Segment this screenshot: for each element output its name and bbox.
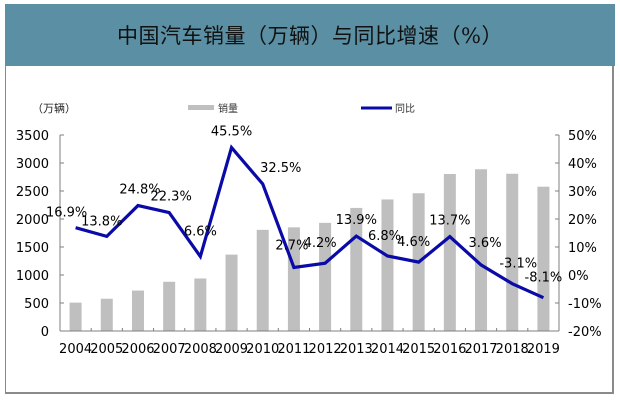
- left-axis-tick-label: 2500: [16, 185, 49, 200]
- bar-2010: [256, 229, 269, 331]
- bar-2012: [319, 222, 332, 331]
- data-label-2011: 2.7%: [275, 238, 308, 253]
- chart-title: 中国汽车销量（万辆）与同比增速（%）: [117, 24, 503, 48]
- legend-bar-label: 销量: [218, 102, 238, 115]
- data-label-2012: 4.2%: [304, 236, 337, 251]
- right-axis-tick-label: 30%: [568, 185, 597, 200]
- x-axis-label-2013: 2013: [340, 342, 373, 357]
- left-axis-unit-label: （万辆）: [32, 101, 76, 115]
- right-axis-tick-label: 40%: [568, 157, 597, 172]
- data-label-2009: 45.5%: [211, 125, 252, 140]
- left-axis-tick-label: 0: [41, 325, 49, 340]
- x-axis-label-2006: 2006: [121, 342, 154, 357]
- right-axis-tick-label: 0%: [568, 269, 589, 284]
- bar-2004: [69, 302, 82, 331]
- chart-header: 中国汽车销量（万辆）与同比增速（%）: [5, 4, 615, 66]
- growth-line: [75, 144, 545, 300]
- bar-2008: [194, 278, 207, 331]
- left-axis-tick-label: 1000: [16, 269, 49, 284]
- left-axis-tick-label: 500: [24, 297, 49, 312]
- right-axis-tick-label: 50%: [568, 129, 597, 144]
- bar-2009: [225, 254, 238, 331]
- x-axis-label-2005: 2005: [90, 342, 123, 357]
- data-label-2019: -8.1%: [525, 271, 563, 286]
- right-axis-tick-label: -20%: [568, 325, 602, 340]
- x-axis-label-2011: 2011: [277, 342, 310, 357]
- left-axis-tick-label: 2000: [16, 213, 49, 228]
- bar-2011: [287, 227, 300, 331]
- left-axis-tick-label: 3500: [16, 129, 49, 144]
- data-label-2016: 13.7%: [429, 214, 470, 229]
- x-axis-label-2010: 2010: [246, 342, 279, 357]
- bar-2017: [475, 169, 488, 331]
- left-axis-tick-label: 3000: [16, 157, 49, 172]
- data-label-2007: 22.3%: [151, 190, 192, 205]
- data-label-2006: 24.8%: [119, 183, 160, 198]
- data-label-2014: 6.8%: [368, 229, 401, 244]
- x-axis-label-2012: 2012: [309, 342, 342, 357]
- x-axis-label-2008: 2008: [184, 342, 217, 357]
- data-label-2018: -3.1%: [499, 257, 537, 272]
- data-label-2015: 4.6%: [397, 235, 430, 250]
- data-label-2008: 6.6%: [184, 225, 217, 240]
- bar-2014: [381, 199, 394, 331]
- x-axis-label-2017: 2017: [464, 342, 497, 357]
- bar-2019: [537, 186, 550, 331]
- x-axis-label-2007: 2007: [153, 342, 186, 357]
- x-axis-label-2004: 2004: [59, 342, 92, 357]
- bar-2005: [100, 298, 113, 331]
- bar-2007: [163, 281, 176, 331]
- data-label-2017: 3.6%: [469, 236, 502, 251]
- right-axis-tick-label: 10%: [568, 241, 597, 256]
- data-label-2010: 32.5%: [260, 161, 301, 176]
- bar-2018: [506, 173, 519, 331]
- data-label-2004: 16.9%: [46, 206, 87, 221]
- right-axis-tick-label: 20%: [568, 213, 597, 228]
- x-axis-label-2016: 2016: [433, 342, 466, 357]
- x-axis-label-2009: 2009: [215, 342, 248, 357]
- legend-bar-swatch: [188, 105, 214, 110]
- left-axis-tick-label: 1500: [16, 241, 49, 256]
- x-axis-label-2014: 2014: [371, 342, 404, 357]
- x-axis-label-2019: 2019: [527, 342, 560, 357]
- x-axis-label-2015: 2015: [402, 342, 435, 357]
- x-axis-label-2018: 2018: [496, 342, 529, 357]
- data-label-2013: 13.9%: [336, 213, 377, 228]
- right-axis-tick-label: -10%: [568, 297, 602, 312]
- bar-2016: [443, 174, 456, 331]
- data-label-2005: 13.8%: [81, 214, 122, 229]
- bar-2006: [131, 290, 144, 331]
- legend-line-label: 同比: [395, 103, 415, 115]
